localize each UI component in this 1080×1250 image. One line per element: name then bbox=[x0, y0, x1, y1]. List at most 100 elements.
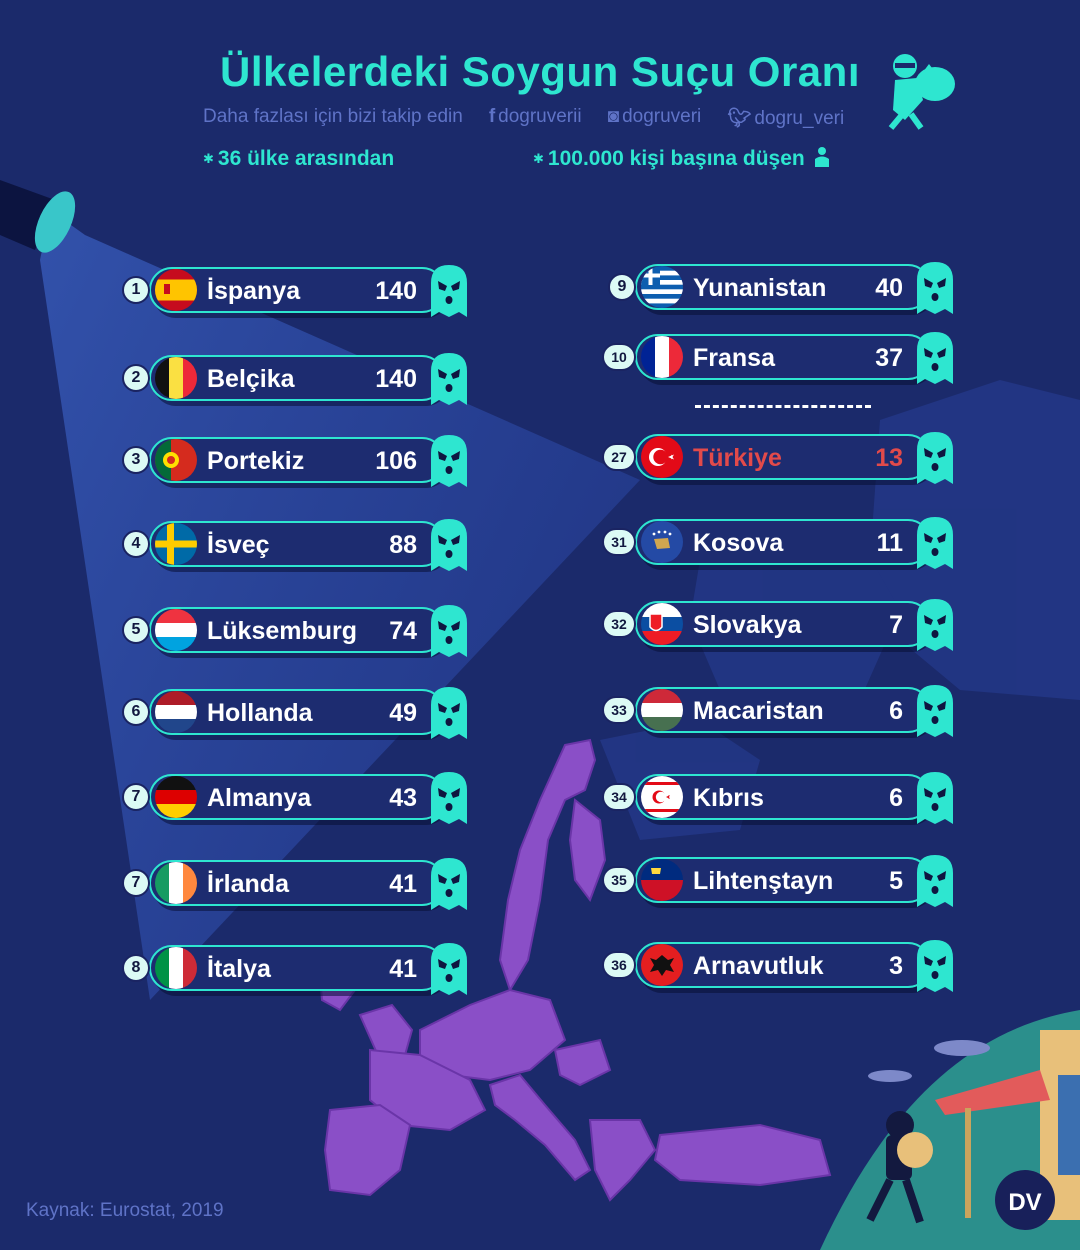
country-name: Arnavutluk bbox=[693, 952, 824, 980]
rank-gap-divider bbox=[695, 405, 871, 408]
twitter-icon: 🐦︎ bbox=[727, 108, 752, 129]
rate-value: 43 bbox=[389, 784, 417, 812]
country-name: Belçika bbox=[207, 365, 295, 393]
ghost-mask-icon bbox=[917, 262, 953, 314]
country-name: Hollanda bbox=[207, 699, 313, 727]
rate-value: 74 bbox=[389, 617, 417, 645]
ghost-mask-icon bbox=[431, 265, 467, 317]
ghost-mask-icon bbox=[917, 332, 953, 384]
country-name: Lüksemburg bbox=[207, 617, 358, 645]
row-pill bbox=[149, 355, 445, 401]
country-name: Lihtenştayn bbox=[693, 867, 834, 895]
rate-value: 140 bbox=[375, 277, 417, 305]
social-links: Daha fazlası için bizi takip edin f dogru… bbox=[203, 106, 844, 130]
flag-ireland-icon bbox=[155, 862, 197, 904]
ranking-row: 4 İsveç 88 bbox=[122, 519, 469, 571]
row-pill bbox=[149, 607, 445, 653]
ranking-row: 7 Almanya 43 bbox=[122, 772, 469, 824]
ranking-row: 1 İspanya 140 bbox=[122, 265, 469, 317]
ghost-mask-icon bbox=[431, 858, 467, 910]
note-right: ✱ 100.000 kişi başına düşen bbox=[533, 147, 829, 171]
star-icon: ✱ bbox=[203, 151, 214, 167]
flag-spain-icon bbox=[155, 269, 197, 311]
ghost-mask-icon bbox=[431, 687, 467, 739]
row-pill bbox=[149, 437, 445, 483]
flag-cyprus-icon bbox=[641, 776, 683, 818]
rank-badge: 35 bbox=[602, 866, 636, 894]
flag-slovakia-icon bbox=[641, 603, 683, 645]
robber-figure bbox=[866, 1111, 933, 1224]
ranking-row: 33 Macaristan 6 bbox=[602, 685, 955, 737]
ghost-mask-icon bbox=[431, 353, 467, 405]
row-pill bbox=[149, 689, 445, 735]
flag-sweden-icon bbox=[155, 523, 197, 565]
flag-italy-icon bbox=[155, 947, 197, 989]
country-name: İspanya bbox=[207, 277, 301, 305]
facebook-link[interactable]: f dogruverii bbox=[488, 106, 582, 127]
rank-badge: 31 bbox=[602, 528, 636, 556]
ghost-mask-icon bbox=[917, 772, 953, 824]
bank-building bbox=[935, 1030, 1080, 1220]
rate-value: 6 bbox=[889, 697, 903, 725]
instagram-icon: ◙ bbox=[607, 106, 620, 127]
ghost-mask-icon bbox=[431, 605, 467, 657]
rate-value: 11 bbox=[876, 529, 903, 557]
rate-value: 40 bbox=[875, 274, 903, 302]
flag-kosovo-icon bbox=[641, 521, 683, 563]
robber-icon bbox=[888, 54, 955, 130]
ghost-mask-icon bbox=[917, 940, 953, 992]
source-note: Kaynak: Eurostat, 2019 bbox=[26, 1200, 224, 1221]
page-title: Ülkelerdeki Soygun Suçu Oranı bbox=[219, 48, 860, 95]
rank-badge: 3 bbox=[122, 446, 150, 474]
follow-text: Daha fazlası için bizi takip edin bbox=[203, 106, 463, 127]
rate-value: 3 bbox=[889, 952, 903, 980]
country-name: Kosova bbox=[693, 529, 784, 557]
flag-hungary-icon bbox=[641, 689, 683, 731]
rate-value: 41 bbox=[389, 870, 417, 898]
star-icon: ✱ bbox=[533, 151, 544, 167]
clouds bbox=[868, 1040, 990, 1082]
flag-portugal-icon bbox=[155, 439, 197, 481]
ranking-row: 27 Türkiye 13 bbox=[602, 432, 955, 484]
rank-badge: 7 bbox=[122, 783, 150, 811]
ranking-row: 31 Kosova 11 bbox=[602, 517, 955, 569]
row-pill bbox=[635, 687, 931, 733]
rate-value: 13 bbox=[875, 444, 903, 472]
row-pill bbox=[635, 334, 931, 380]
row-pill bbox=[635, 264, 931, 310]
country-name: İrlanda bbox=[207, 870, 289, 898]
row-pill bbox=[149, 945, 445, 991]
rank-badge: 8 bbox=[122, 954, 150, 982]
ranking-row: 5 Lüksemburg 74 bbox=[122, 605, 469, 657]
ranking-row: 9 Yunanistan 40 bbox=[608, 262, 955, 314]
country-name: Portekiz bbox=[207, 447, 305, 475]
rank-badge: 34 bbox=[602, 783, 636, 811]
rank-badge: 4 bbox=[122, 530, 150, 558]
flag-france-icon bbox=[641, 336, 683, 378]
twitter-link[interactable]: 🐦︎ dogru_veri bbox=[727, 108, 845, 129]
rank-badge: 6 bbox=[122, 698, 150, 726]
flag-liechtenstein-icon bbox=[641, 859, 683, 901]
ghost-mask-icon bbox=[431, 519, 467, 571]
ghost-mask-icon bbox=[431, 943, 467, 995]
dv-logo-mark: DV bbox=[1008, 1189, 1041, 1216]
instagram-link[interactable]: ◙ dogruveri bbox=[607, 106, 702, 127]
row-pill bbox=[149, 860, 445, 906]
rate-value: 88 bbox=[389, 531, 417, 559]
rank-badge: 27 bbox=[602, 443, 636, 471]
country-name: Slovakya bbox=[693, 611, 802, 639]
row-pill bbox=[635, 774, 931, 820]
rate-value: 140 bbox=[375, 365, 417, 393]
row-pill bbox=[149, 267, 445, 313]
ghost-mask-icon bbox=[917, 517, 953, 569]
rank-badge: 5 bbox=[122, 616, 150, 644]
europe-map bbox=[318, 738, 832, 1202]
ranking-row: 8 İtalya 41 bbox=[122, 943, 469, 995]
row-pill bbox=[635, 857, 931, 903]
country-name: Macaristan bbox=[693, 697, 824, 725]
country-name: Almanya bbox=[207, 784, 312, 812]
ghost-mask-icon bbox=[917, 855, 953, 907]
facebook-icon: f bbox=[488, 106, 496, 127]
rank-badge: 7 bbox=[122, 869, 150, 897]
flag-greece-icon bbox=[641, 266, 683, 308]
